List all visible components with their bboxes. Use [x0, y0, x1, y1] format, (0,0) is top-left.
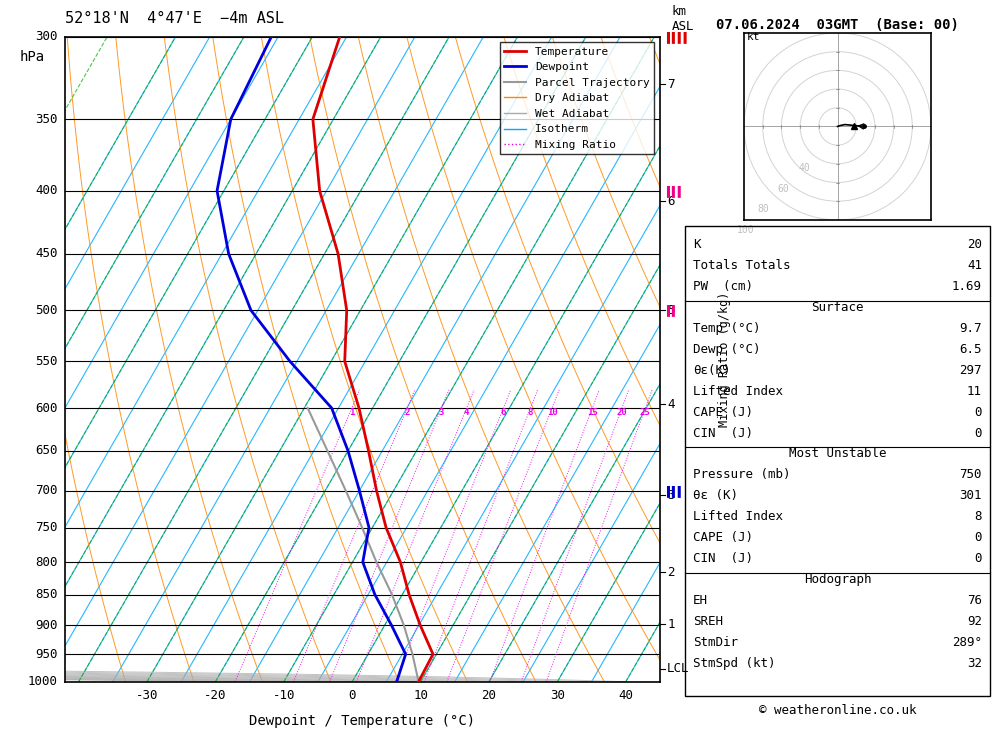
Text: 80: 80 [757, 205, 769, 215]
Text: 500: 500 [35, 304, 58, 317]
Text: 0: 0 [974, 552, 982, 565]
Text: 30: 30 [550, 690, 565, 702]
Text: 5: 5 [667, 304, 675, 317]
Text: Dewp (°C): Dewp (°C) [693, 343, 761, 356]
Text: Hodograph: Hodograph [804, 573, 871, 586]
Text: 301: 301 [960, 490, 982, 502]
Text: 600: 600 [35, 402, 58, 414]
Text: 20: 20 [482, 690, 497, 702]
Text: 60: 60 [778, 184, 789, 194]
Text: 20: 20 [617, 408, 627, 417]
Text: 700: 700 [35, 484, 58, 497]
Text: θε(K): θε(K) [693, 364, 731, 377]
Text: 10: 10 [413, 690, 428, 702]
Text: 25: 25 [640, 408, 651, 417]
Text: 900: 900 [35, 619, 58, 632]
Text: © weatheronline.co.uk: © weatheronline.co.uk [759, 704, 916, 717]
Text: 297: 297 [960, 364, 982, 377]
Text: 4: 4 [464, 408, 469, 417]
Text: 10: 10 [547, 408, 557, 417]
Text: Mixing Ratio (g/kg): Mixing Ratio (g/kg) [718, 292, 731, 427]
Text: 0: 0 [974, 427, 982, 440]
Text: km
ASL: km ASL [672, 5, 694, 33]
Text: K: K [693, 238, 701, 251]
Text: 550: 550 [35, 355, 58, 368]
Text: 6: 6 [667, 195, 675, 208]
Text: 6.5: 6.5 [960, 343, 982, 356]
Text: Temp (°C): Temp (°C) [693, 322, 761, 335]
Text: 400: 400 [35, 184, 58, 197]
Text: Lifted Index: Lifted Index [693, 385, 783, 398]
Text: 32: 32 [967, 657, 982, 670]
Text: 76: 76 [967, 594, 982, 607]
Text: 1: 1 [349, 408, 354, 417]
Text: 2: 2 [667, 566, 675, 578]
Text: CIN  (J): CIN (J) [693, 552, 753, 565]
Text: 800: 800 [35, 556, 58, 569]
Text: -20: -20 [204, 690, 227, 702]
Text: 450: 450 [35, 247, 58, 260]
Text: 4: 4 [667, 398, 675, 411]
Text: 52°18'N  4°47'E  −4m ASL: 52°18'N 4°47'E −4m ASL [65, 11, 284, 26]
Text: CAPE (J): CAPE (J) [693, 405, 753, 419]
Text: 1.69: 1.69 [952, 280, 982, 293]
Text: 9.7: 9.7 [960, 322, 982, 335]
Text: 6: 6 [501, 408, 506, 417]
Text: 3: 3 [667, 489, 675, 501]
Text: 2: 2 [404, 408, 410, 417]
Text: LCL: LCL [667, 662, 690, 675]
Text: Most Unstable: Most Unstable [789, 447, 886, 460]
Text: 0: 0 [974, 531, 982, 544]
Text: 40: 40 [798, 163, 810, 173]
Text: 100: 100 [737, 225, 754, 235]
Text: 92: 92 [967, 615, 982, 627]
Text: PW  (cm): PW (cm) [693, 280, 753, 293]
Text: 350: 350 [35, 113, 58, 126]
Text: 289°: 289° [952, 636, 982, 649]
Text: CIN  (J): CIN (J) [693, 427, 753, 440]
Text: 3: 3 [439, 408, 444, 417]
Text: 41: 41 [967, 259, 982, 272]
Text: 300: 300 [35, 30, 58, 43]
Text: 650: 650 [35, 444, 58, 457]
Text: 850: 850 [35, 588, 58, 601]
Text: 750: 750 [35, 521, 58, 534]
Text: 11: 11 [967, 385, 982, 398]
Text: ▐▐▐: ▐▐▐ [663, 185, 681, 196]
Text: Dewpoint / Temperature (°C): Dewpoint / Temperature (°C) [249, 714, 476, 728]
Text: θε (K): θε (K) [693, 490, 738, 502]
Text: hPa: hPa [20, 50, 45, 64]
Text: 15: 15 [587, 408, 598, 417]
Text: SREH: SREH [693, 615, 723, 627]
Text: Pressure (mb): Pressure (mb) [693, 468, 791, 482]
Text: 950: 950 [35, 648, 58, 660]
Legend: Temperature, Dewpoint, Parcel Trajectory, Dry Adiabat, Wet Adiabat, Isotherm, Mi: Temperature, Dewpoint, Parcel Trajectory… [500, 43, 654, 155]
Text: -10: -10 [273, 690, 295, 702]
Text: StmDir: StmDir [693, 636, 738, 649]
Text: Totals Totals: Totals Totals [693, 259, 791, 272]
Text: 7: 7 [667, 78, 675, 91]
Text: 8: 8 [974, 510, 982, 523]
Text: EH: EH [693, 594, 708, 607]
Text: Lifted Index: Lifted Index [693, 510, 783, 523]
Text: ▐▐: ▐▐ [663, 304, 675, 316]
Text: StmSpd (kt): StmSpd (kt) [693, 657, 776, 670]
Text: Surface: Surface [811, 301, 864, 314]
Text: 750: 750 [960, 468, 982, 482]
Text: 0: 0 [348, 690, 356, 702]
Text: 20: 20 [967, 238, 982, 251]
Text: 8: 8 [528, 408, 533, 417]
Text: ▐▐▐▐: ▐▐▐▐ [663, 31, 686, 43]
Text: 07.06.2024  03GMT  (Base: 00): 07.06.2024 03GMT (Base: 00) [716, 18, 959, 32]
Text: ▐▐▐: ▐▐▐ [663, 485, 681, 496]
Text: 40: 40 [618, 690, 633, 702]
Text: CAPE (J): CAPE (J) [693, 531, 753, 544]
Text: 1000: 1000 [28, 675, 58, 688]
Text: 1: 1 [667, 617, 675, 630]
Text: kt: kt [747, 32, 760, 43]
Text: 0: 0 [974, 405, 982, 419]
Text: -30: -30 [136, 690, 158, 702]
